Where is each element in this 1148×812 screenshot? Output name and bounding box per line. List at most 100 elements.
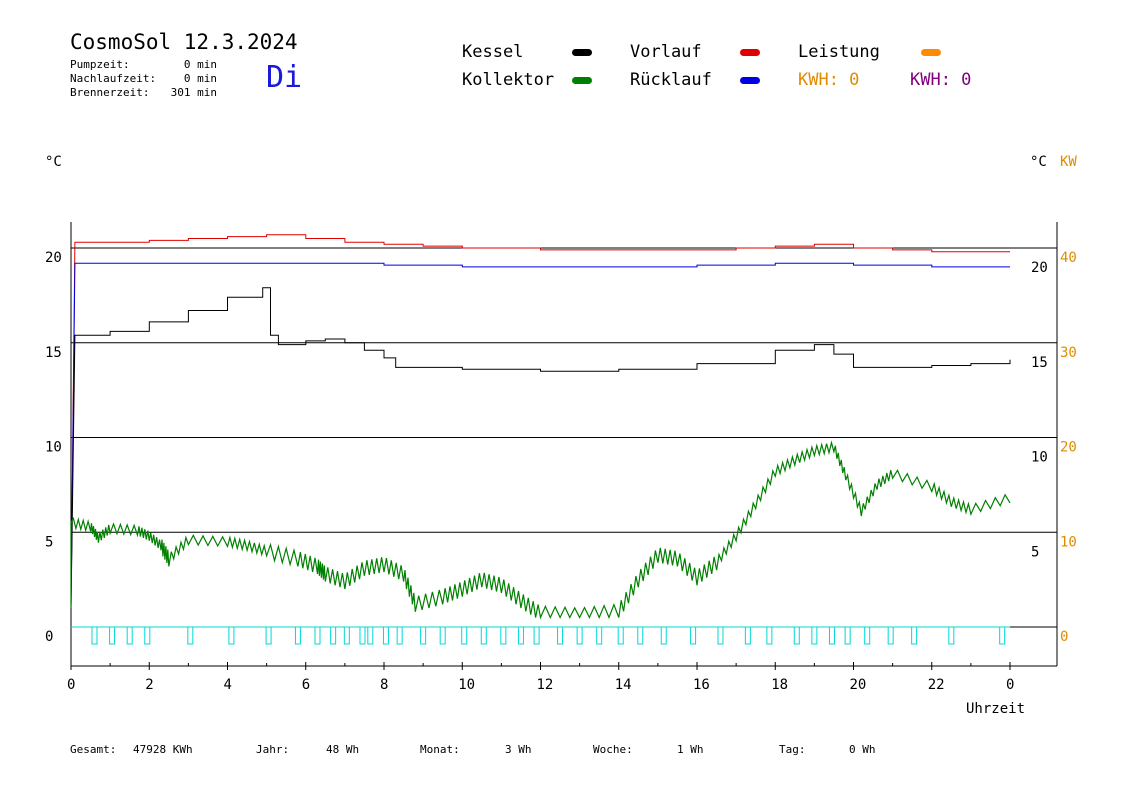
x-tick-14: 14	[615, 677, 632, 693]
pumpe-pulse	[887, 626, 894, 645]
pumpe-pulse	[828, 626, 835, 645]
pumpe-pulse	[187, 626, 194, 645]
x-axis-label: Uhrzeit	[966, 701, 1026, 717]
x-tick-10: 10	[458, 677, 475, 693]
legend-kollektor-label: Kollektor	[462, 70, 555, 90]
legend-leistung-swatch	[921, 49, 941, 56]
pumpe-pulse	[864, 626, 871, 645]
stat-value-pumpzeit: 0 min	[183, 58, 217, 71]
pumpe-pulse	[144, 626, 151, 645]
x-tick-2: 2	[145, 677, 153, 693]
pumpe-pulse	[314, 626, 321, 645]
series-rücklauf	[70, 262, 1010, 609]
y-tick-kw-10: 10	[1060, 534, 1077, 550]
pumpe-pulse	[382, 626, 389, 645]
y-tick-left-0: 0	[45, 629, 53, 645]
footer-woche-label: Woche:	[593, 743, 633, 756]
y-tick-right-20: 20	[1031, 260, 1048, 276]
legend-ruecklauf-swatch	[740, 77, 760, 84]
pumpe-pulse	[126, 626, 133, 645]
legend-vorlauf-label: Vorlauf	[630, 42, 702, 62]
legend-vorlauf-swatch	[740, 49, 760, 56]
footer-jahr-label: Jahr:	[256, 743, 290, 756]
footer-tag-label: Tag:	[779, 743, 806, 756]
x-tick-0: 0	[1006, 677, 1014, 693]
x-tick-8: 8	[380, 677, 388, 693]
y-tick-left-15: 15	[45, 345, 62, 361]
pumpe-pulse	[576, 626, 583, 645]
pumpe-pulse	[91, 626, 98, 645]
pumpe-pulse	[343, 626, 350, 645]
y-tick-left-5: 5	[45, 534, 53, 550]
pumpe-pulse	[844, 626, 851, 645]
stat-value-nachlaufzeit: 0 min	[183, 72, 217, 85]
pumpe-pulse	[793, 626, 800, 645]
pumpe-pulse	[766, 626, 773, 645]
pumpe-pulse	[500, 626, 507, 645]
pumpe-pulse	[480, 626, 487, 645]
series-vorlauf	[70, 234, 1010, 609]
y-tick-right-15: 15	[1031, 355, 1048, 371]
pumpe-pulse	[596, 626, 603, 645]
x-tick-22: 22	[928, 677, 945, 693]
legend-kwh-leistung: KWH: 0	[798, 70, 860, 90]
footer-jahr-value: 48 Wh	[326, 743, 360, 756]
y-tick-kw-30: 30	[1060, 345, 1077, 361]
pumpe-pulse	[811, 626, 818, 645]
y-tick-left-20: 20	[45, 250, 62, 266]
x-tick-16: 16	[693, 677, 710, 693]
pumpe-pulse	[637, 626, 644, 645]
pumpe-pulse	[911, 626, 918, 645]
footer-gesamt-value: 47928 KWh	[133, 743, 193, 756]
x-tick-0: 0	[67, 677, 75, 693]
chart-title: CosmoSol 12.3.2024	[70, 30, 298, 54]
footer-woche-value: 1 Wh	[677, 743, 704, 756]
y-tick-kw-40: 40	[1060, 250, 1077, 266]
pumpe-pulse	[999, 626, 1006, 645]
pumpe-pulse	[617, 626, 624, 645]
y-tick-kw-0: 0	[1060, 629, 1068, 645]
legend-kessel-label: Kessel	[462, 42, 524, 62]
pumpe-pulse	[948, 626, 955, 645]
footer-gesamt-label: Gesamt:	[70, 743, 117, 756]
pumpe-pulse	[517, 626, 524, 645]
y-tick-right-10: 10	[1031, 450, 1048, 466]
y-tick-kw-20: 20	[1060, 440, 1077, 456]
legend-kollektor-swatch	[572, 77, 592, 84]
legend-kwh-secondary: KWH: 0	[910, 70, 972, 90]
footer-monat-label: Monat:	[420, 743, 460, 756]
series-kollektor	[70, 440, 1011, 620]
stat-value-brennerzeit: 301 min	[170, 86, 217, 99]
legend-ruecklauf-label: Rücklauf	[630, 70, 712, 90]
pumpe-pulse	[744, 626, 751, 645]
footer-monat-value: 3 Wh	[505, 743, 532, 756]
stat-label-nachlaufzeit: Nachlaufzeit:	[70, 72, 157, 85]
pumpe-pulse	[228, 626, 235, 645]
x-tick-4: 4	[224, 677, 232, 693]
weekday-label: Di	[266, 60, 303, 95]
footer-tag-value: 0 Wh	[849, 743, 876, 756]
pumpe-pulse	[265, 626, 272, 645]
pumpe-pulse	[396, 626, 403, 645]
legend-kessel-swatch	[572, 49, 592, 56]
stat-label-brennerzeit: Brennerzeit:	[70, 86, 150, 99]
y-tick-left-10: 10	[45, 440, 62, 456]
pumpe-pulse	[367, 626, 374, 645]
pumpe-pulse	[294, 626, 301, 645]
pumpe-pulse	[717, 626, 724, 645]
pumpe-pulse	[557, 626, 564, 645]
right-axis-unit: °C	[1030, 154, 1047, 170]
legend-leistung-label: Leistung	[798, 42, 880, 62]
right-axis-kw-unit: KW	[1060, 154, 1077, 170]
pumpe-pulse	[533, 626, 540, 645]
x-tick-6: 6	[302, 677, 310, 693]
x-tick-20: 20	[850, 677, 867, 693]
pumpe-pulse	[420, 626, 427, 645]
y-tick-right-5: 5	[1031, 544, 1039, 560]
pumpe-pulse	[461, 626, 468, 645]
pumpe-pulse	[439, 626, 446, 645]
pumpe-pulse	[690, 626, 697, 645]
pumpe-pulse	[109, 626, 116, 645]
pumpe-pulse	[359, 626, 366, 645]
